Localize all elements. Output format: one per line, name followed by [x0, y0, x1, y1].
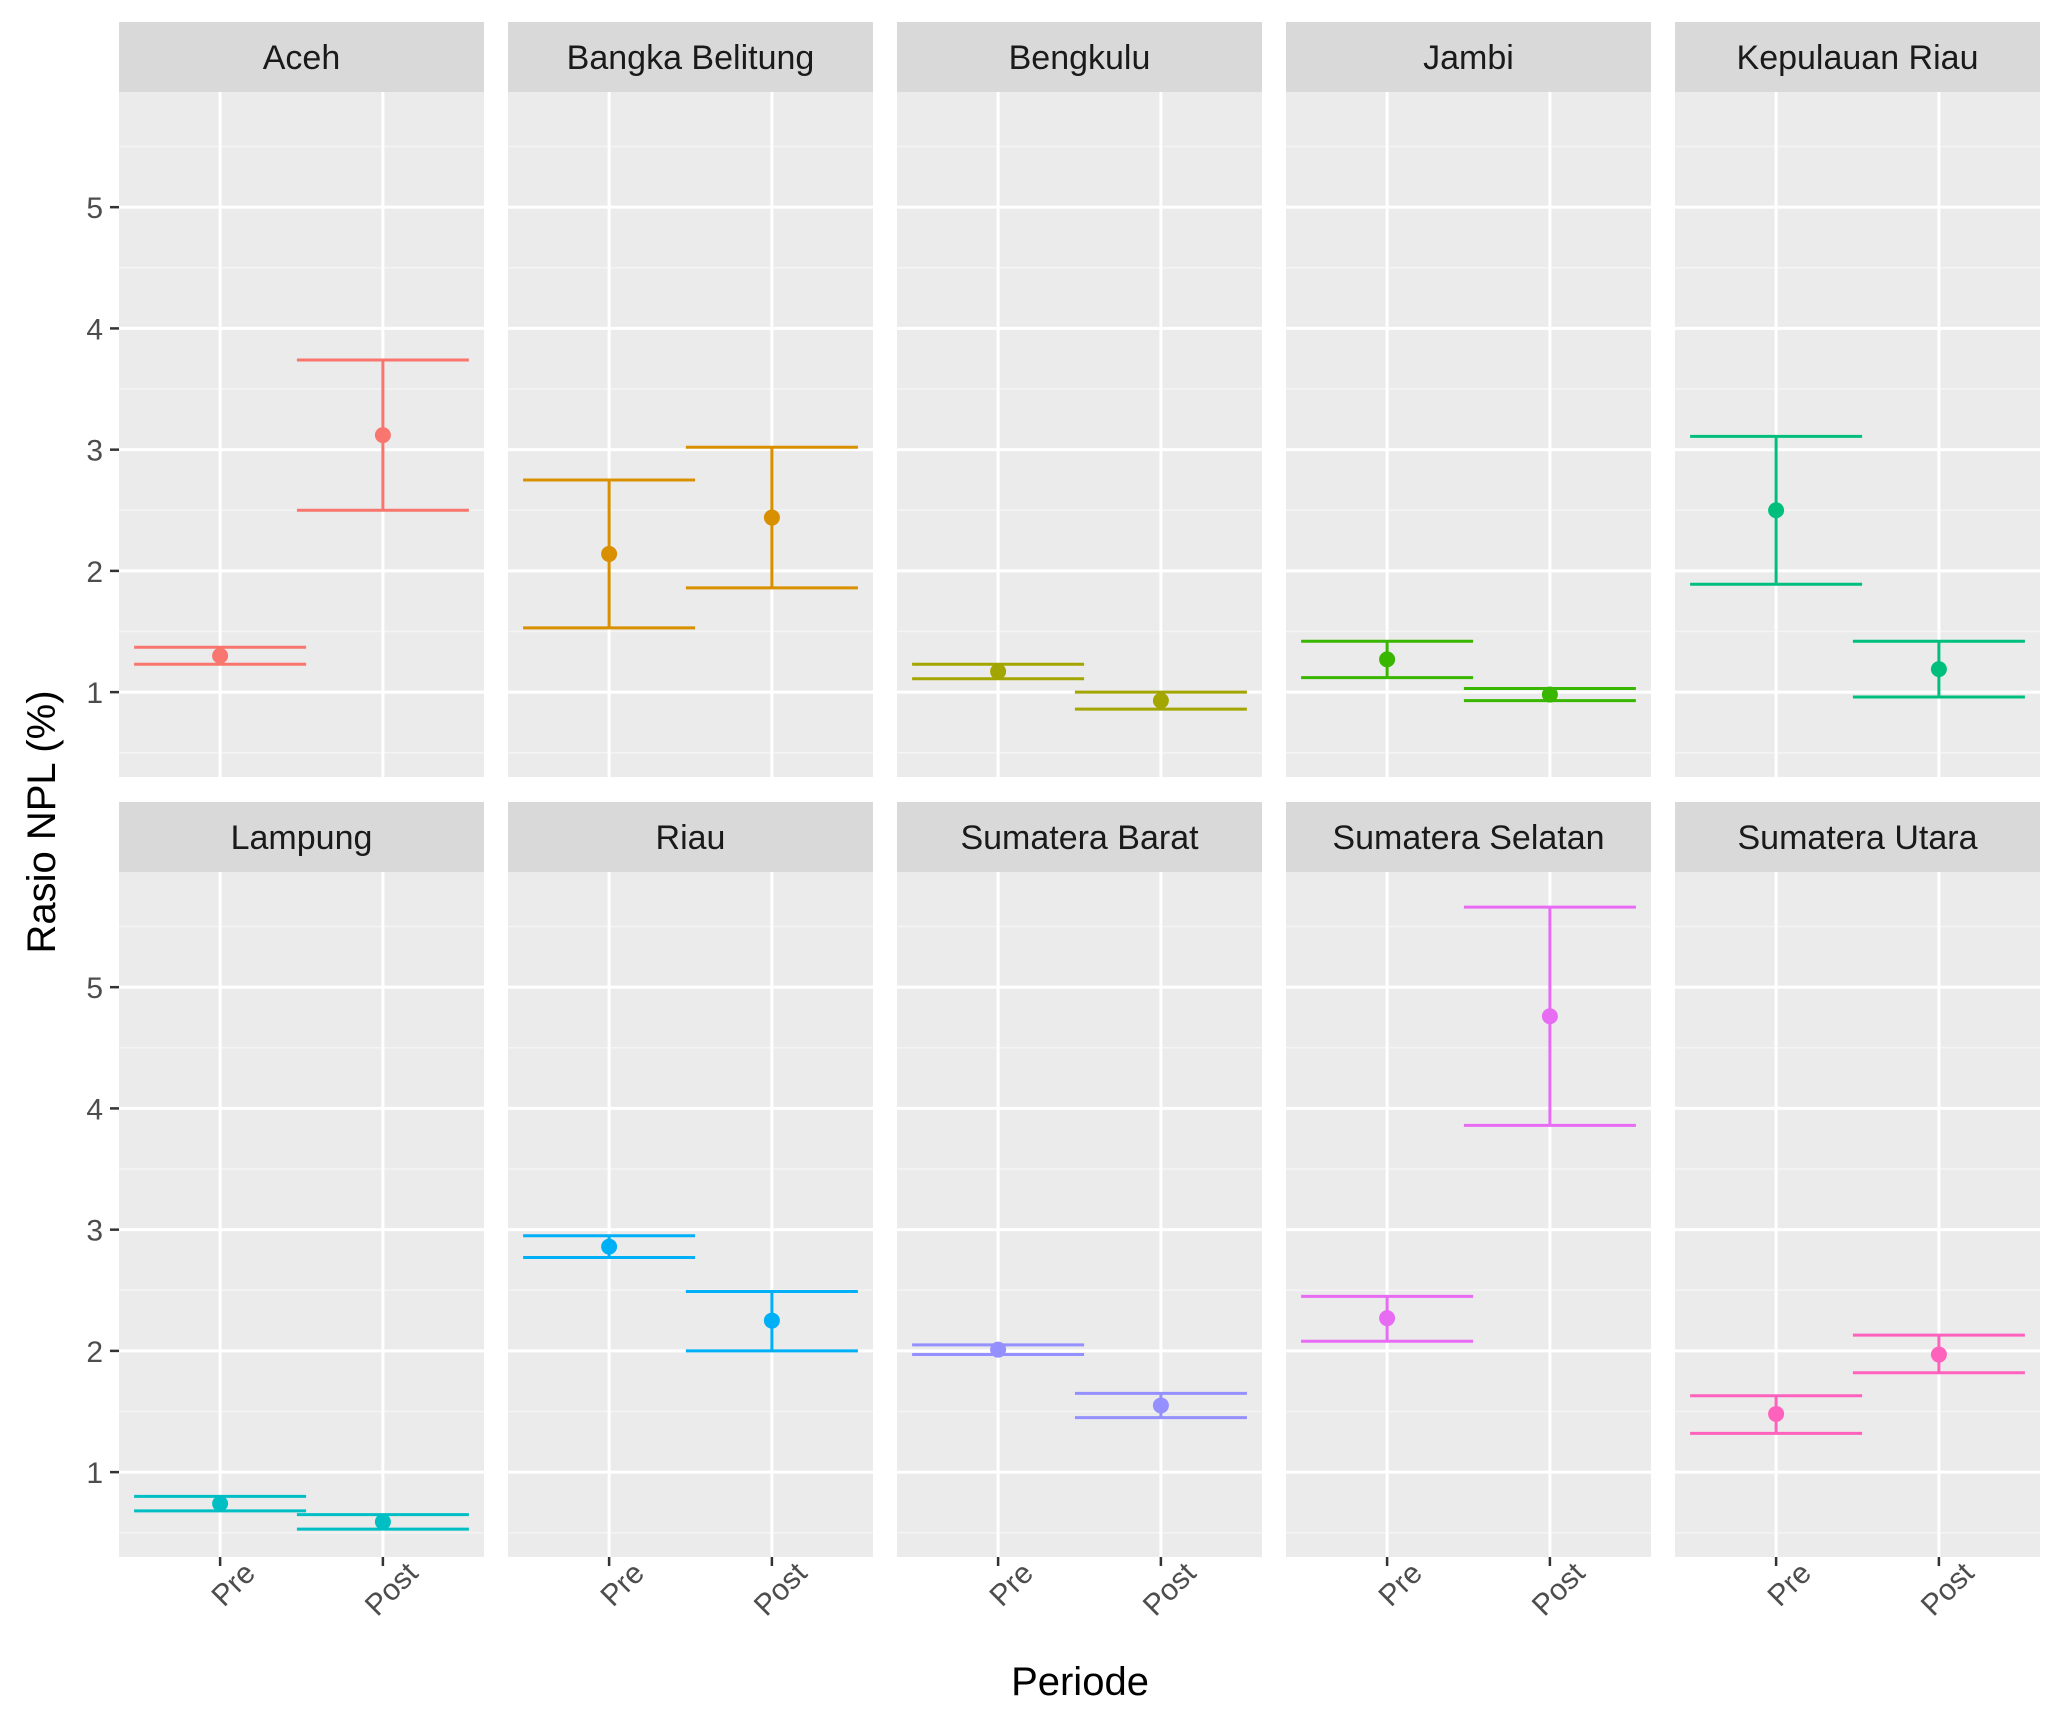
- mean-point: [1152, 1397, 1169, 1414]
- mean-point: [1768, 502, 1785, 519]
- facet-strip: [897, 802, 1262, 872]
- panel-background: [1675, 872, 2040, 1557]
- facet-panel: Sumatera Barat: [897, 802, 1262, 1557]
- error-bar: [1852, 1333, 2025, 1375]
- facet-panels: Aceh Bangka Belitung Bengkulu Jambi Kepulaua…: [119, 22, 2040, 1557]
- error-bar: [1690, 1394, 1863, 1435]
- error-bar: [134, 645, 307, 666]
- error-bar: [685, 445, 858, 590]
- error-bar: [1463, 686, 1636, 703]
- panel-background: [119, 92, 484, 777]
- facet-strip: [508, 802, 873, 872]
- panel-background: [1286, 92, 1651, 777]
- mean-point: [1930, 1346, 1947, 1363]
- facet-strip-label: Kepulauan Riau: [1737, 39, 1979, 77]
- y-tick-label: 4: [86, 313, 103, 346]
- x-axis-title: Periode: [1011, 1660, 1149, 1704]
- mean-point: [1541, 686, 1558, 703]
- error-bar: [296, 1513, 469, 1531]
- facet-panel: Bengkulu: [897, 22, 1262, 777]
- mean-point: [763, 1312, 780, 1329]
- error-bar: [1690, 434, 1863, 586]
- mean-point: [601, 1238, 618, 1255]
- y-tick-label: 5: [86, 192, 103, 225]
- error-bar: [1074, 1391, 1247, 1420]
- mean-point: [374, 427, 391, 444]
- mean-point: [212, 647, 229, 664]
- mean-point: [990, 1341, 1007, 1358]
- error-bar: [685, 1289, 858, 1353]
- y-tick-label: 1: [86, 677, 103, 710]
- facet-strip: [119, 802, 484, 872]
- panel-background: [1286, 872, 1651, 1557]
- y-tick-label: 2: [86, 1336, 103, 1369]
- facet-strip-label: Sumatera Utara: [1738, 819, 1978, 857]
- panel-background: [1675, 92, 2040, 777]
- error-bar: [1852, 639, 2025, 699]
- facet-strip: [1286, 802, 1651, 872]
- facet-panel: Sumatera Utara: [1675, 802, 2040, 1557]
- error-bar: [523, 1234, 696, 1260]
- mean-point: [1152, 692, 1169, 709]
- y-axes: 1 2 3 4 5 1 2 3 4 5: [86, 192, 119, 1490]
- mean-point: [1541, 1008, 1558, 1025]
- facet-strip-label: Sumatera Barat: [960, 819, 1199, 857]
- y-tick-label: 3: [86, 1215, 103, 1248]
- facet-strip: [119, 22, 484, 92]
- facet-strip-label: Riau: [656, 819, 726, 857]
- mean-point: [1379, 651, 1396, 668]
- y-tick-label: 2: [86, 556, 103, 589]
- y-tick-label: 5: [86, 972, 103, 1005]
- facet-strip-label: Sumatera Selatan: [1332, 819, 1604, 857]
- mean-point: [601, 545, 618, 562]
- facet-panel: Kepulauan Riau: [1675, 22, 2040, 777]
- error-bar: [523, 478, 696, 630]
- y-tick-label: 3: [86, 435, 103, 468]
- facet-panel: Aceh: [119, 22, 484, 777]
- facet-strip-label: Aceh: [263, 39, 341, 77]
- error-bar: [1463, 905, 1636, 1127]
- facet-strip: [1286, 22, 1651, 92]
- error-bar: [134, 1494, 307, 1513]
- mean-point: [212, 1495, 229, 1512]
- y-axis-title: Rasio NPL (%): [20, 690, 64, 953]
- facet-panel: Jambi: [1286, 22, 1651, 777]
- facet-strip-label: Lampung: [231, 819, 373, 857]
- facet-panel: Sumatera Selatan: [1286, 802, 1651, 1557]
- facet-strip: [1675, 22, 2040, 92]
- facet-strip-label: Bangka Belitung: [567, 39, 815, 77]
- panel-background: [508, 92, 873, 777]
- facet-panel: Lampung: [119, 802, 484, 1557]
- error-bar: [1301, 639, 1474, 680]
- y-tick-label: 1: [86, 1457, 103, 1490]
- panel-background: [508, 872, 873, 1557]
- mean-point: [1379, 1310, 1396, 1327]
- mean-point: [374, 1513, 391, 1530]
- facet-strip: [1675, 802, 2040, 872]
- facet-panel: Bangka Belitung: [508, 22, 873, 777]
- panel-background: [897, 92, 1262, 777]
- panel-background: [119, 872, 484, 1557]
- facet-strip: [897, 22, 1262, 92]
- facet-strip-label: Bengkulu: [1009, 39, 1151, 77]
- facet-strip-label: Jambi: [1423, 39, 1514, 77]
- panel-background: [897, 872, 1262, 1557]
- error-bar: [296, 358, 469, 512]
- mean-point: [763, 509, 780, 526]
- y-tick-label: 4: [86, 1093, 103, 1126]
- error-bar: [1074, 690, 1247, 711]
- error-bar: [1301, 1294, 1474, 1343]
- mean-point: [1930, 661, 1947, 678]
- facet-panel: Riau: [508, 802, 873, 1557]
- facet-strip: [508, 22, 873, 92]
- mean-point: [1768, 1405, 1785, 1422]
- mean-point: [990, 663, 1007, 680]
- error-bar: [912, 1341, 1085, 1358]
- error-bar: [912, 662, 1085, 681]
